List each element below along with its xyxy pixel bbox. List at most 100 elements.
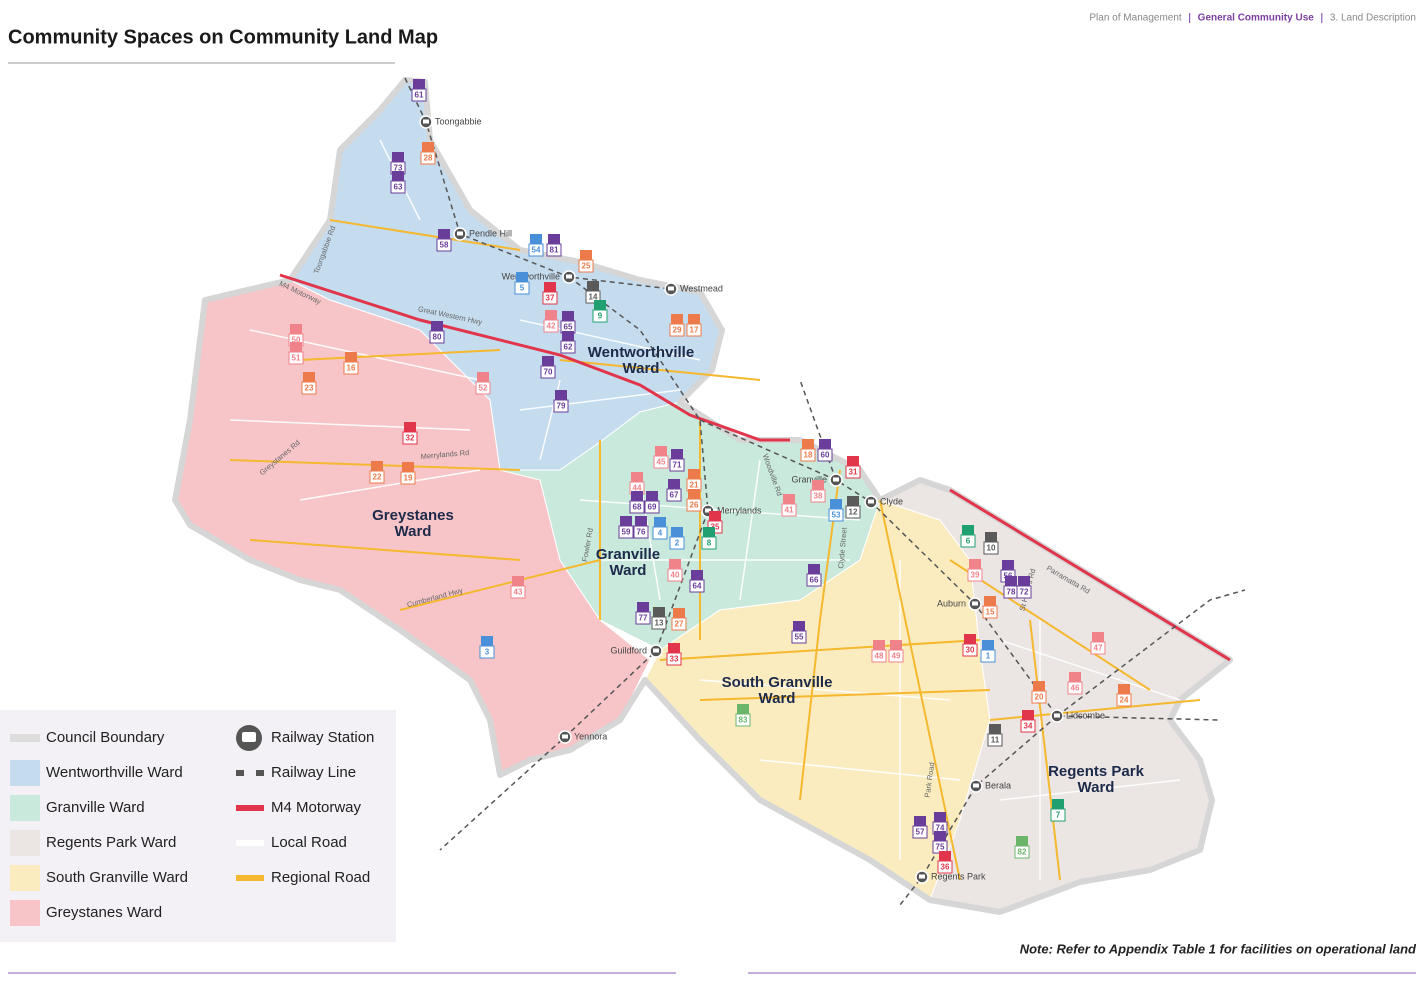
marker-box <box>980 649 996 663</box>
facility-marker: 44 <box>629 472 645 495</box>
marker-number: 4 <box>658 529 663 538</box>
marker-icon <box>819 439 831 449</box>
ward-label-line: Ward <box>395 523 432 540</box>
marker-box <box>810 489 826 503</box>
marker-number: 21 <box>690 481 699 490</box>
parramatta-road <box>949 488 1231 662</box>
marker-box <box>1020 719 1036 733</box>
marker-icon <box>982 640 994 650</box>
marker-icon <box>1033 681 1045 691</box>
facility-marker: 71 <box>669 449 685 472</box>
breadcrumb-item: General Community Use <box>1198 13 1315 24</box>
station-label: Regents Park <box>931 871 986 881</box>
legend-label: Local Road <box>271 834 347 851</box>
marker-icon <box>830 499 842 509</box>
marker-icon <box>1069 672 1081 682</box>
marker-number: 73 <box>394 164 403 173</box>
marker-icon <box>847 456 859 466</box>
marker-icon <box>1016 836 1028 846</box>
station-label: Clyde <box>880 496 903 506</box>
marker-icon <box>654 517 666 527</box>
marker-icon <box>413 79 425 89</box>
marker-icon <box>1002 560 1014 570</box>
facility-marker: 33 <box>666 643 682 666</box>
marker-box <box>960 534 976 548</box>
marker-box <box>667 568 683 582</box>
facility-marker: 68 <box>629 491 645 514</box>
marker-box <box>635 611 651 625</box>
marker-number: 24 <box>1120 696 1129 705</box>
marker-box <box>983 541 999 555</box>
ward-label-line: Ward <box>610 562 647 579</box>
marker-box <box>420 151 436 165</box>
facility-marker: 38 <box>810 480 826 503</box>
legend: Council Boundary Wentworthville Ward Granv… <box>10 725 374 926</box>
marker-icon <box>303 372 315 382</box>
facility-marker: 43 <box>510 576 526 599</box>
facility-marker: 52 <box>475 372 491 395</box>
facility-marker: 29 <box>669 314 685 337</box>
facility-marker: 66 <box>806 564 822 587</box>
facility-marker: 73 <box>390 152 406 175</box>
facility-marker: 32 <box>402 422 418 445</box>
station-label: Yennora <box>574 731 607 741</box>
marker-icon <box>646 491 658 501</box>
facility-marker: 27 <box>671 608 687 631</box>
marker-box <box>982 605 998 619</box>
marker-number: 51 <box>292 354 301 363</box>
facility-marker: 19 <box>400 462 416 485</box>
station-icon <box>919 874 925 879</box>
facility-marker: 55 <box>791 621 807 644</box>
marker-number: 13 <box>655 619 664 628</box>
marker-icon <box>969 559 981 569</box>
marker-icon <box>562 311 574 321</box>
facility-marker: 18 <box>800 439 816 462</box>
marker-icon <box>989 724 1001 734</box>
station-icon <box>973 783 979 788</box>
marker-box <box>1090 641 1106 655</box>
facility-marker: 6 <box>960 525 976 548</box>
facility-marker: 76 <box>633 516 649 539</box>
facility-marker: 69 <box>644 491 660 514</box>
facility-marker: 28 <box>420 142 436 165</box>
facility-marker: 80 <box>429 321 445 344</box>
marker-number: 16 <box>347 364 356 373</box>
marker-box <box>475 381 491 395</box>
marker-number: 8 <box>707 539 712 548</box>
marker-box <box>1050 808 1066 822</box>
ward-label-line: Wentworthville <box>588 344 694 361</box>
facility-marker: 60 <box>817 439 833 462</box>
station-label: Merrylands <box>717 505 762 515</box>
marker-icon <box>812 480 824 490</box>
ward-label-line: Granville <box>596 546 660 563</box>
facility-marker: 82 <box>1014 836 1030 859</box>
marker-icon <box>512 576 524 586</box>
facility-marker: 47 <box>1090 632 1106 655</box>
marker-icon <box>703 527 715 537</box>
regional-road <box>229 219 1201 881</box>
breadcrumb-item: 3. Land Description <box>1330 13 1416 24</box>
marker-icon <box>668 643 680 653</box>
marker-number: 7 <box>1056 811 1061 820</box>
marker-number: 49 <box>892 652 901 661</box>
facility-marker: 63 <box>390 171 406 194</box>
marker-box <box>301 381 317 395</box>
marker-number: 40 <box>671 571 680 580</box>
marker-icon <box>934 831 946 841</box>
marker-icon <box>1022 710 1034 720</box>
ward-label: Wentworthville Ward <box>588 344 694 377</box>
marker-number: 80 <box>433 333 442 342</box>
marker-number: 59 <box>622 528 631 537</box>
marker-number: 81 <box>550 246 559 255</box>
facility-marker: 8 <box>701 527 717 550</box>
marker-icon <box>655 446 667 456</box>
legend-label: Council Boundary <box>46 729 165 746</box>
marker-icon <box>737 704 749 714</box>
legend-label: Regents Park Ward <box>46 834 176 851</box>
ward-label-line: Ward <box>1078 779 1115 796</box>
facility-marker: 77 <box>635 602 651 625</box>
marker-number: 10 <box>987 544 996 553</box>
marker-box <box>542 291 558 305</box>
station-label: Auburn <box>937 598 966 608</box>
marker-box <box>962 643 978 657</box>
